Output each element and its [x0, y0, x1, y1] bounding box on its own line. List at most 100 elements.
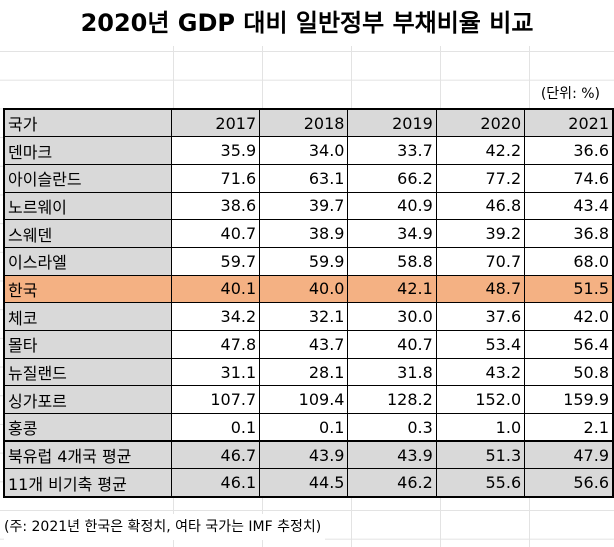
value-cell[interactable]: 0.1	[259, 413, 349, 442]
value-cell[interactable]: 34.2	[170, 302, 261, 331]
value-cell[interactable]: 44.5	[259, 468, 349, 498]
value-cell[interactable]: 34.9	[347, 219, 437, 248]
value-cell[interactable]: 36.6	[524, 136, 614, 165]
value-cell[interactable]: 58.8	[347, 246, 437, 276]
value-cell[interactable]: 0.1	[170, 413, 261, 442]
value-cell[interactable]: 59.7	[170, 246, 261, 276]
value-cell[interactable]: 70.7	[435, 246, 526, 276]
value-cell[interactable]: 40.7	[170, 219, 261, 248]
value-cell[interactable]: 55.6	[435, 468, 526, 498]
value-cell[interactable]: 35.9	[170, 136, 261, 165]
value-cell[interactable]: 0.3	[347, 413, 437, 442]
year-header-cell[interactable]: 2021	[524, 108, 614, 138]
value-cell[interactable]: 159.9	[524, 385, 614, 415]
table-row: 이스라엘 59.7 59.9 58.8 70.7 68.0	[3, 246, 614, 276]
value-cell[interactable]: 77.2	[435, 163, 526, 193]
table-row: 덴마크 35.9 34.0 33.7 42.2 36.6	[3, 136, 614, 165]
value-cell[interactable]: 46.1	[170, 468, 261, 498]
table-row: 스웨덴 40.7 38.9 34.9 39.2 36.8	[3, 219, 614, 248]
value-cell[interactable]: 31.8	[347, 357, 437, 387]
country-cell[interactable]: 덴마크	[3, 136, 172, 165]
value-cell[interactable]: 46.2	[347, 468, 437, 498]
value-cell[interactable]: 39.2	[435, 219, 526, 248]
country-cell[interactable]: 국가	[3, 108, 172, 138]
country-cell[interactable]: 싱가포르	[3, 385, 172, 415]
value-cell[interactable]: 48.7	[435, 274, 526, 304]
value-cell[interactable]: 53.4	[435, 330, 526, 359]
value-cell[interactable]: 38.6	[170, 191, 261, 221]
year-header-cell[interactable]: 2019	[347, 108, 437, 138]
value-cell[interactable]: 128.2	[347, 385, 437, 415]
value-cell[interactable]: 46.8	[435, 191, 526, 221]
value-cell[interactable]: 56.4	[524, 330, 614, 359]
page-title: 2020년 GDP 대비 일반정부 부채비율 비교	[0, 0, 614, 46]
country-cell[interactable]: 북유럽 4개국 평균	[3, 440, 172, 470]
country-cell[interactable]: 몰타	[3, 330, 172, 359]
value-cell[interactable]: 59.9	[259, 246, 349, 276]
country-cell[interactable]: 이스라엘	[3, 246, 172, 276]
value-cell[interactable]: 56.6	[524, 468, 614, 498]
country-cell[interactable]: 11개 비기축 평균	[3, 468, 172, 498]
value-cell[interactable]: 68.0	[524, 246, 614, 276]
year-header-cell[interactable]: 2017	[170, 108, 261, 138]
value-cell[interactable]: 47.8	[170, 330, 261, 359]
table-row: 11개 비기축 평균 46.1 44.5 46.2 55.6 56.6	[3, 468, 614, 498]
unit-label: (단위: %)	[540, 82, 600, 106]
value-cell[interactable]: 40.0	[259, 274, 349, 304]
value-cell[interactable]: 50.8	[524, 357, 614, 387]
value-cell[interactable]: 1.0	[435, 413, 526, 442]
value-cell[interactable]: 38.9	[259, 219, 349, 248]
table-row: 한국 40.1 40.0 42.1 48.7 51.5	[3, 274, 614, 304]
country-cell[interactable]: 아이슬란드	[3, 163, 172, 193]
value-cell[interactable]: 152.0	[435, 385, 526, 415]
value-cell[interactable]: 40.7	[347, 330, 437, 359]
value-cell[interactable]: 40.9	[347, 191, 437, 221]
value-cell[interactable]: 28.1	[259, 357, 349, 387]
value-cell[interactable]: 2.1	[524, 413, 614, 442]
value-cell[interactable]: 51.5	[524, 274, 614, 304]
value-cell[interactable]: 31.1	[170, 357, 261, 387]
debt-ratio-table: 국가 2017 2018 2019 2020 2021 덴마크 35.9 34.0 33.7 42.…	[3, 108, 614, 498]
value-cell[interactable]: 37.6	[435, 302, 526, 331]
value-cell[interactable]: 74.6	[524, 163, 614, 193]
value-cell[interactable]: 43.9	[347, 440, 437, 470]
country-cell[interactable]: 노르웨이	[3, 191, 172, 221]
value-cell[interactable]: 42.2	[435, 136, 526, 165]
value-cell[interactable]: 107.7	[170, 385, 261, 415]
table-row: 뉴질랜드 31.1 28.1 31.8 43.2 50.8	[3, 357, 614, 387]
value-cell[interactable]: 43.7	[259, 330, 349, 359]
country-cell[interactable]: 한국	[3, 274, 172, 304]
value-cell[interactable]: 42.1	[347, 274, 437, 304]
value-cell[interactable]: 66.2	[347, 163, 437, 193]
table-row: 북유럽 4개국 평균 46.7 43.9 43.9 51.3 47.9	[3, 440, 614, 470]
value-cell[interactable]: 43.4	[524, 191, 614, 221]
value-cell[interactable]: 109.4	[259, 385, 349, 415]
year-header-cell[interactable]: 2020	[435, 108, 526, 138]
value-cell[interactable]: 43.9	[259, 440, 349, 470]
table-row: 싱가포르 107.7 109.4 128.2 152.0 159.9	[3, 385, 614, 415]
value-cell[interactable]: 34.0	[259, 136, 349, 165]
value-cell[interactable]: 36.8	[524, 219, 614, 248]
value-cell[interactable]: 42.0	[524, 302, 614, 331]
value-cell[interactable]: 51.3	[435, 440, 526, 470]
table-row: 홍콩 0.1 0.1 0.3 1.0 2.1	[3, 413, 614, 442]
footnote: (주: 2021년 한국은 확정치, 여타 국가는 IMF 추정치)	[4, 514, 326, 540]
country-cell[interactable]: 홍콩	[3, 413, 172, 442]
value-cell[interactable]: 30.0	[347, 302, 437, 331]
country-cell[interactable]: 뉴질랜드	[3, 357, 172, 387]
country-cell[interactable]: 체코	[3, 302, 172, 331]
value-cell[interactable]: 32.1	[259, 302, 349, 331]
value-cell[interactable]: 63.1	[259, 163, 349, 193]
table-row: 노르웨이 38.6 39.7 40.9 46.8 43.4	[3, 191, 614, 221]
value-cell[interactable]: 46.7	[170, 440, 261, 470]
country-cell[interactable]: 스웨덴	[3, 219, 172, 248]
value-cell[interactable]: 40.1	[170, 274, 261, 304]
value-cell[interactable]: 43.2	[435, 357, 526, 387]
value-cell[interactable]: 39.7	[259, 191, 349, 221]
value-cell[interactable]: 33.7	[347, 136, 437, 165]
value-cell[interactable]: 71.6	[170, 163, 261, 193]
table-row: 몰타 47.8 43.7 40.7 53.4 56.4	[3, 330, 614, 359]
year-header-cell[interactable]: 2018	[259, 108, 349, 138]
value-cell[interactable]: 47.9	[524, 440, 614, 470]
